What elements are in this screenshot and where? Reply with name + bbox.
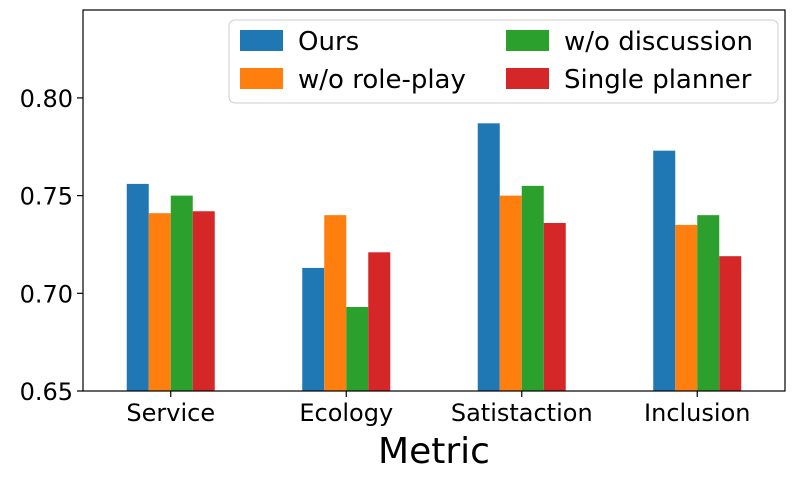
legend-swatch-w-o-role-play [240,68,283,89]
legend-swatch-ours [240,30,283,51]
bar-single-planner-inclusion [719,256,742,391]
bar-w-o-role-play-ecology [324,215,347,391]
legend-swatch-single-planner [506,68,549,89]
bar-single-planner-ecology [368,252,391,391]
bars-layer [126,123,742,391]
bar-ours-service [126,183,149,391]
legend-label-w-o-discussion: w/o discussion [564,27,753,57]
plot-area-frame [82,9,786,392]
y-tick-label: 0.65 [20,378,73,406]
bar-w-o-role-play-service [148,213,171,391]
bar-w-o-role-play-satistaction [499,195,522,391]
legend-swatch-w-o-discussion [506,30,549,51]
bar-w-o-discussion-ecology [346,306,369,391]
legend-label-ours: Ours [298,27,359,57]
bar-ours-ecology [302,267,325,391]
x-tick-label-inclusion: Inclusion [644,399,750,427]
y-tick-label: 0.80 [20,85,73,113]
y-tick-label: 0.75 [20,183,73,211]
legend-label-w-o-role-play: w/o role-play [298,65,466,95]
bar-w-o-discussion-inclusion [697,215,720,391]
y-axis: 0.65 0.70 0.75 0.80 [20,85,83,406]
bar-w-o-discussion-satistaction [521,185,544,391]
bar-w-o-role-play-inclusion [675,224,698,391]
bar-single-planner-service [192,211,215,391]
x-axis: Service Ecology Satistaction Inclusion [126,391,750,427]
legend: Ours w/o role-play w/o discussion Single pl… [228,19,779,104]
x-axis-label: Metric [378,431,490,472]
x-tick-label-satistaction: Satistaction [451,399,593,427]
legend-label-single-planner: Single planner [564,65,752,95]
bar-single-planner-satistaction [543,222,566,391]
x-tick-label-ecology: Ecology [299,399,393,427]
legend-box [228,19,779,104]
bar-ours-inclusion [653,150,676,391]
y-tick-label: 0.70 [20,280,73,308]
bar-w-o-discussion-service [170,195,193,391]
x-tick-label-service: Service [126,399,215,427]
bar-ours-satistaction [477,123,500,391]
